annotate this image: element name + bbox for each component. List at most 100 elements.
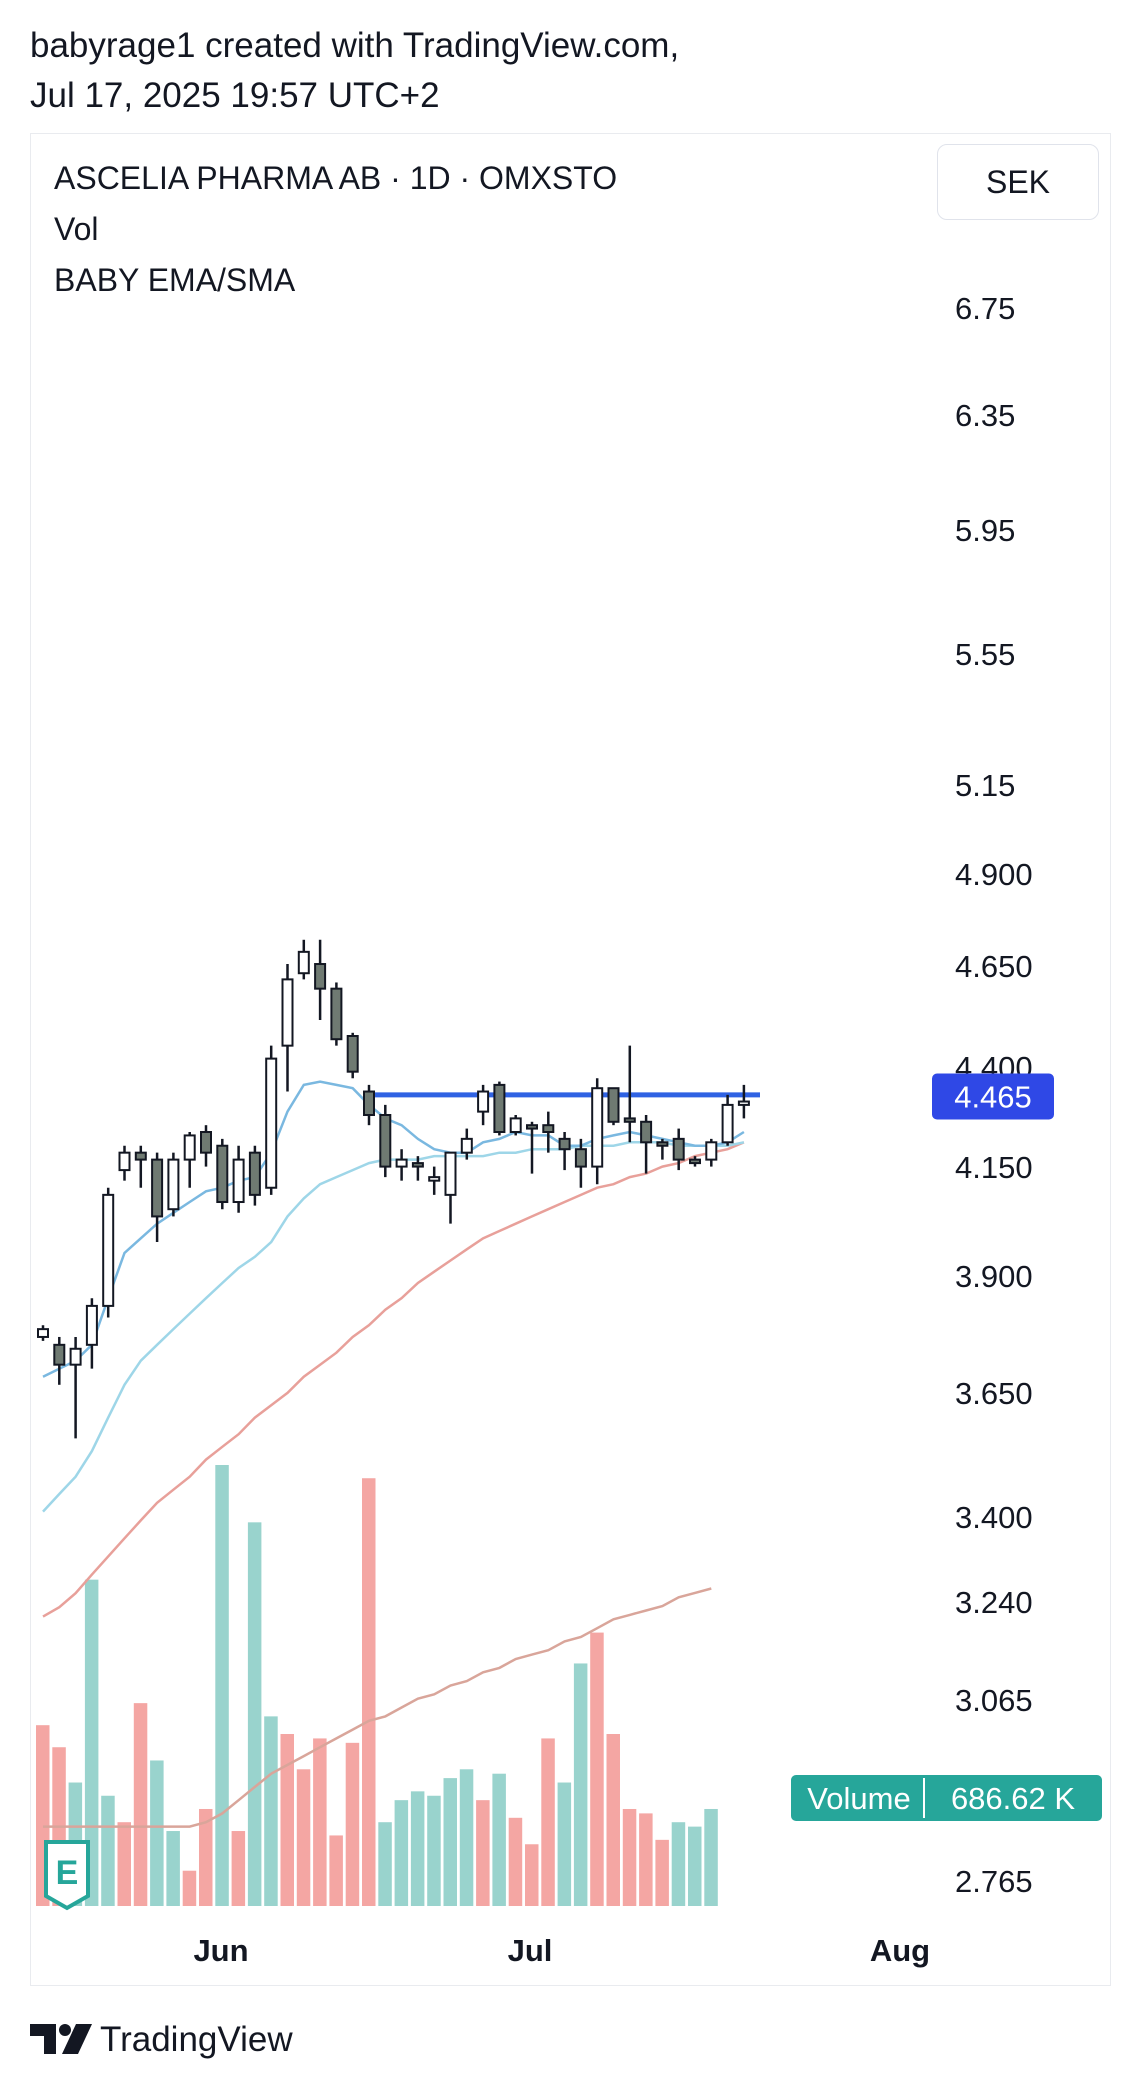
price-tick-label: 3.240: [955, 1585, 1033, 1620]
candle: [705, 1138, 718, 1167]
symbol-legend[interactable]: ASCELIA PHARMA AB · 1D · OMXSTO: [54, 160, 618, 196]
candle-body: [428, 1176, 441, 1182]
candle-body: [346, 1035, 359, 1073]
indicator-legend[interactable]: BABY EMA/SMA: [54, 262, 296, 298]
candle: [216, 1138, 229, 1210]
sma-long-line: [42, 1141, 745, 1618]
candle-body: [737, 1100, 750, 1106]
candle: [672, 1128, 685, 1171]
candle-body: [444, 1151, 457, 1196]
volume-bar: [459, 1769, 474, 1906]
volume-bar: [280, 1734, 294, 1906]
volume-bar: [329, 1835, 343, 1906]
volume-bar: [101, 1795, 115, 1906]
candle: [281, 964, 294, 1092]
price-tick-label: 6.35: [955, 398, 1015, 433]
volume-legend[interactable]: Vol: [54, 211, 99, 247]
candle-body: [118, 1151, 131, 1172]
candle: [428, 1166, 441, 1195]
candle-body: [640, 1120, 653, 1144]
candle: [607, 1087, 620, 1126]
candle-body: [216, 1144, 229, 1204]
candle: [167, 1152, 180, 1217]
candle: [314, 939, 327, 1021]
candle-body: [395, 1158, 408, 1168]
volume-bar: [622, 1808, 637, 1906]
candle-body: [477, 1090, 490, 1113]
volume-bar: [378, 1822, 392, 1906]
candle-body: [705, 1141, 718, 1161]
candle-body: [314, 963, 327, 990]
candle-body: [542, 1124, 555, 1134]
candle-body: [167, 1158, 180, 1211]
candle: [460, 1128, 473, 1160]
time-tick-label: Jul: [508, 1933, 553, 1968]
candle: [363, 1084, 375, 1126]
price-tick-label: 5.15: [955, 768, 1015, 803]
candle-body: [607, 1087, 620, 1123]
candle-body: [363, 1090, 375, 1117]
price-tick-label: 3.400: [955, 1500, 1033, 1535]
candle: [134, 1145, 147, 1188]
earnings-label: E: [56, 1854, 79, 1892]
price-tick-label: 3.650: [955, 1376, 1033, 1411]
candle: [102, 1187, 115, 1318]
candle: [265, 1045, 278, 1195]
candle-body: [672, 1137, 685, 1161]
volume-bar: [264, 1716, 278, 1906]
volume-bar: [150, 1760, 164, 1906]
volume-bar: [199, 1808, 213, 1906]
candle: [297, 939, 310, 980]
volume-bar: [655, 1839, 669, 1906]
candle: [623, 1045, 636, 1143]
price-tick-label: 3.065: [955, 1683, 1033, 1718]
candle: [542, 1111, 555, 1153]
candle: [232, 1145, 245, 1213]
candle-body: [200, 1131, 212, 1154]
volume-bar: [345, 1742, 360, 1906]
price-tick-label: 3.900: [955, 1259, 1033, 1294]
candle-body: [232, 1158, 245, 1204]
volume-bar: [704, 1808, 718, 1906]
earnings-icon: [44, 1840, 90, 1911]
volume-badge: [791, 1775, 1102, 1821]
candle-body: [183, 1134, 196, 1161]
price-tick-label: 6.75: [955, 291, 1015, 326]
candle-body: [656, 1141, 669, 1147]
chart-timestamp: Jul 17, 2025 19:57 UTC+2: [30, 76, 440, 115]
volume-bar: [443, 1778, 457, 1906]
candle-body: [574, 1148, 587, 1168]
candle: [737, 1084, 750, 1119]
tradingview-brand[interactable]: TradingView: [100, 2020, 293, 2059]
volume-bar: [508, 1817, 523, 1906]
price-tick-label: 4.900: [955, 857, 1033, 892]
chart-panel[interactable]: [30, 133, 1111, 1986]
currency-button[interactable]: SEK: [937, 144, 1099, 220]
volume-bar: [166, 1831, 180, 1906]
candle: [53, 1336, 66, 1385]
time-tick-label: Jun: [193, 1933, 248, 1968]
price-chart[interactable]: 6.756.355.955.555.154.9004.6504.4004.150…: [0, 0, 1140, 2000]
candle: [477, 1084, 490, 1126]
earnings-marker[interactable]: E: [44, 1840, 90, 1911]
candle-body: [53, 1343, 66, 1366]
price-tick-label: 5.95: [955, 513, 1015, 548]
candle-body: [623, 1117, 636, 1123]
candle: [151, 1152, 164, 1242]
candle: [558, 1132, 571, 1171]
volume-bar: [492, 1773, 506, 1906]
candle: [591, 1078, 604, 1185]
volume-bar: [84, 1579, 99, 1906]
candle-body: [297, 950, 310, 975]
candle: [689, 1156, 701, 1167]
volume-bar: [590, 1632, 604, 1906]
volume-bar: [215, 1465, 229, 1906]
candle-body: [102, 1193, 115, 1307]
candle-body: [248, 1151, 261, 1196]
volume-bar: [541, 1738, 555, 1906]
candle: [395, 1149, 408, 1181]
tradingview-logo-icon[interactable]: [30, 2020, 96, 2060]
price-tick-label: 4.650: [955, 949, 1033, 984]
volume-bar: [557, 1782, 572, 1906]
volume-bar: [394, 1800, 409, 1906]
